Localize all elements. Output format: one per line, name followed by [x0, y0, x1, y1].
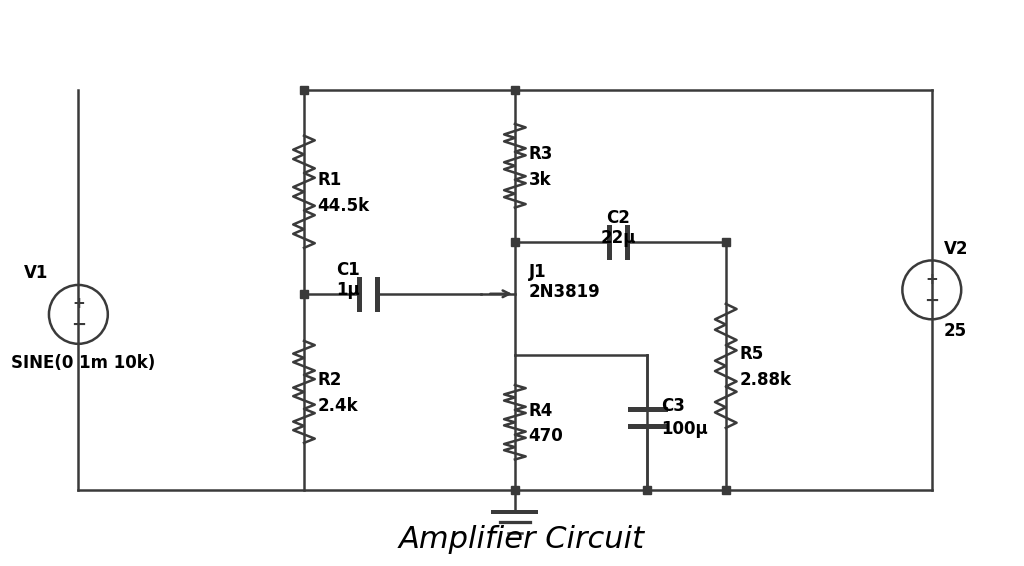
Text: C2: C2	[606, 209, 630, 228]
Text: SINE(0 1m 10k): SINE(0 1m 10k)	[11, 354, 156, 372]
Text: R5: R5	[739, 345, 764, 363]
Text: −: −	[925, 291, 939, 310]
Text: 22μ: 22μ	[600, 229, 636, 247]
Text: V1: V1	[25, 264, 49, 282]
Text: J1: J1	[528, 263, 546, 281]
Text: R2: R2	[317, 371, 342, 389]
Text: 44.5k: 44.5k	[317, 196, 370, 215]
Text: Amplifier Circuit: Amplifier Circuit	[398, 525, 645, 554]
Text: +: +	[926, 272, 938, 286]
Text: 2.4k: 2.4k	[317, 397, 358, 415]
Text: 470: 470	[528, 427, 563, 445]
Text: 25: 25	[943, 322, 967, 340]
Text: V2: V2	[943, 239, 968, 258]
Text: C3: C3	[662, 397, 685, 415]
Text: R4: R4	[528, 401, 553, 419]
Text: 2.88k: 2.88k	[739, 371, 792, 389]
Text: R1: R1	[317, 171, 342, 189]
Text: −: −	[71, 316, 86, 334]
Text: 100μ: 100μ	[662, 420, 708, 438]
Text: 1μ: 1μ	[336, 281, 360, 299]
Text: +: +	[72, 296, 85, 311]
Text: R3: R3	[528, 145, 553, 163]
Text: C1: C1	[336, 261, 360, 279]
Text: 3k: 3k	[528, 170, 551, 188]
Text: 2N3819: 2N3819	[528, 283, 600, 301]
